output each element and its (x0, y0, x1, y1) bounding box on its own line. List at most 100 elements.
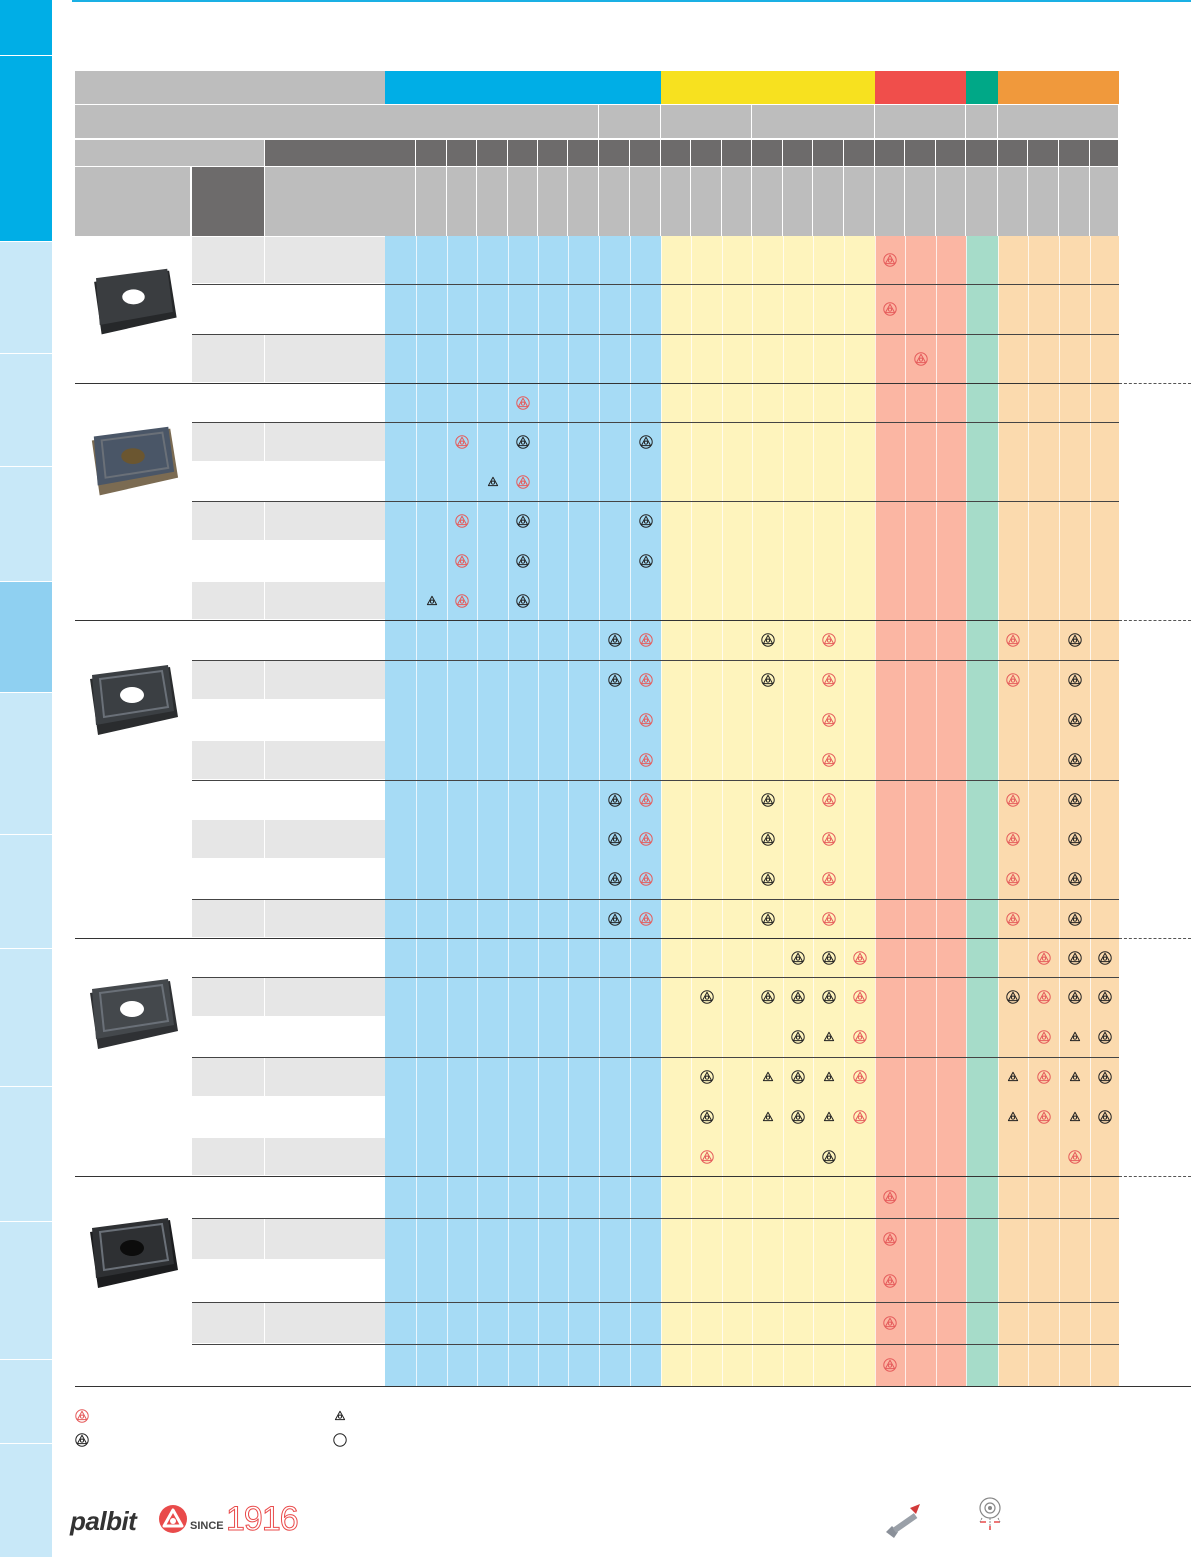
row-code-cell (192, 423, 264, 461)
side-tab[interactable] (0, 949, 52, 1087)
column-divider (843, 236, 845, 1386)
row-designation-cell (265, 741, 385, 779)
header-dark-cell (265, 140, 385, 166)
side-tab[interactable] (0, 582, 52, 693)
column-divider (812, 236, 814, 1386)
row-divider-line (192, 1302, 1119, 1303)
group-divider-line (75, 620, 1119, 621)
material-subgroup-header (385, 105, 598, 138)
material-code-subheader (1059, 167, 1089, 236)
side-tab[interactable] (0, 56, 52, 242)
material-code-header (447, 140, 476, 166)
row-divider-line (192, 1218, 1119, 1219)
row-divider-line (192, 780, 1119, 781)
side-index-tabs (0, 0, 52, 1558)
black-grade-symbol-icon (516, 514, 530, 528)
side-tab[interactable] (0, 835, 52, 949)
black-grade-symbol-icon (1067, 950, 1082, 965)
black-grade-symbol-icon (1097, 1110, 1112, 1124)
column-divider (567, 236, 569, 1386)
black-grade-symbol-icon (699, 1110, 714, 1124)
column-divider (904, 236, 906, 1386)
side-tab[interactable] (0, 1222, 52, 1360)
red-grade-symbol-icon (516, 474, 530, 489)
header-dark-cell (192, 167, 264, 236)
black-grade-symbol-icon (75, 1433, 89, 1447)
red-grade-symbol-icon (455, 514, 469, 528)
side-tab[interactable] (0, 1360, 52, 1444)
row-code-cell (192, 661, 264, 699)
red-grade-symbol-icon (638, 911, 653, 926)
black-grade-symbol-icon (638, 514, 653, 528)
group-divider-dotted (1119, 383, 1191, 384)
material-code-subheader (630, 167, 660, 236)
row-designation-cell (265, 1303, 385, 1343)
material-group-header (385, 71, 661, 104)
side-tab[interactable] (0, 0, 52, 56)
side-tab[interactable] (0, 242, 52, 354)
red-grade-symbol-icon (1006, 872, 1020, 886)
column-divider (751, 236, 753, 1386)
red-grade-symbol-icon (852, 990, 867, 1004)
black-grade-symbol-icon (607, 911, 622, 926)
material-code-subheader (722, 167, 751, 236)
row-code-cell (192, 1058, 264, 1096)
red-grade-symbol-icon (883, 1232, 897, 1246)
header-label-cell (75, 140, 264, 166)
side-tab[interactable] (0, 354, 52, 467)
outline-grade-symbol-icon (1006, 1110, 1020, 1124)
red-grade-symbol-icon (821, 872, 836, 886)
row-designation-cell (265, 978, 385, 1016)
insert-chipbreaker-gray-icon (90, 979, 178, 1049)
red-grade-symbol-icon (883, 1190, 897, 1204)
side-tab[interactable] (0, 693, 52, 835)
side-tab[interactable] (0, 1444, 52, 1558)
red-grade-symbol-icon (75, 1409, 89, 1423)
material-code-header (722, 140, 751, 166)
row-code-cell (192, 978, 264, 1016)
material-code-subheader (936, 167, 965, 236)
red-grade-symbol-icon (821, 832, 836, 846)
row-code-cell (192, 741, 264, 779)
column-divider (507, 236, 509, 1386)
empty-circle-symbol-icon (333, 1433, 347, 1447)
column-divider (1058, 236, 1060, 1386)
black-grade-symbol-icon (1097, 1030, 1112, 1044)
black-grade-symbol-icon (760, 673, 775, 687)
black-grade-symbol-icon (760, 792, 775, 807)
material-code-subheader (447, 167, 476, 236)
material-code-subheader (966, 167, 997, 236)
material-code-subheader (568, 167, 598, 236)
brand-mark-icon (159, 1505, 187, 1533)
material-code-subheader (783, 167, 812, 236)
material-column-body (966, 236, 998, 1386)
row-code-cell (192, 1138, 264, 1175)
material-code-subheader (998, 167, 1027, 236)
material-code-header (813, 140, 843, 166)
column-divider (1089, 236, 1091, 1386)
side-tab[interactable] (0, 1087, 52, 1222)
red-grade-symbol-icon (883, 1274, 897, 1288)
red-grade-symbol-icon (1067, 1149, 1082, 1164)
black-grade-symbol-icon (607, 673, 622, 687)
row-code-cell (192, 335, 264, 382)
red-grade-symbol-icon (883, 1316, 897, 1330)
row-code-cell (192, 582, 264, 619)
header-label-cell (265, 167, 385, 236)
material-code-header (385, 140, 415, 166)
material-code-header (599, 140, 629, 166)
black-grade-symbol-icon (760, 832, 775, 846)
black-grade-symbol-icon (1067, 872, 1082, 886)
red-grade-symbol-icon (455, 593, 469, 608)
red-grade-symbol-icon (1006, 911, 1020, 926)
material-code-header (783, 140, 812, 166)
row-designation-cell (265, 820, 385, 858)
row-designation-cell (265, 423, 385, 461)
material-subgroup-header (752, 105, 874, 138)
black-grade-symbol-icon (1067, 673, 1082, 687)
material-code-header (508, 140, 537, 166)
black-grade-symbol-icon (760, 633, 775, 647)
red-grade-symbol-icon (638, 872, 653, 886)
row-code-cell (192, 900, 264, 937)
side-tab[interactable] (0, 467, 52, 582)
